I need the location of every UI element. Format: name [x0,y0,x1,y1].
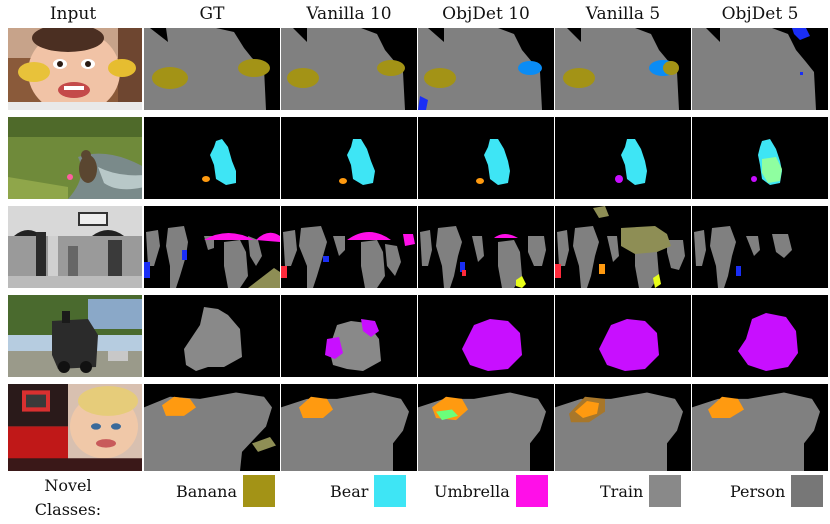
column-header-objdet-10: ObjDet 10 [442,4,530,24]
legend-title: Novel Classes: [8,474,128,522]
objdet10-mask-row-2 [418,117,554,199]
input-image-row-3 [8,206,142,288]
input-image-row-5 [8,384,142,471]
legend-title-line-1: Novel [44,476,92,495]
bear-by-stream-photo [8,117,142,199]
legend-item-person: Person [730,475,824,507]
legend-swatch-person [791,475,824,507]
street-umbrellas-bw-photo [8,206,142,288]
legend-swatch-banana [242,475,275,507]
gt-mask-row-3 [144,206,280,288]
objdet5-mask-row-3 [692,206,828,288]
input-image-row-1 [8,28,142,110]
vanilla5-mask-row-2 [555,117,691,199]
vanilla5-mask-row-4 [555,295,691,377]
person-face-photo [8,384,142,471]
legend-item-umbrella: Umbrella [434,475,548,507]
vanilla10-mask-row-3 [281,206,417,288]
input-image-row-4 [8,295,142,377]
column-header-objdet-5: ObjDet 5 [721,4,799,24]
child-with-bananas-photo [8,28,142,110]
gt-mask-row-1 [144,28,280,110]
objdet10-mask-row-1 [418,28,554,110]
legend-item-banana: Banana [176,475,275,507]
column-header-vanilla-10: Vanilla 10 [306,4,392,24]
legend-swatch-umbrella [515,475,548,507]
vanilla5-mask-row-1 [555,28,691,110]
gt-mask-row-2 [144,117,280,199]
input-image-row-2 [8,117,142,199]
legend-item-bear: Bear [330,475,407,507]
column-header-vanilla-5: Vanilla 5 [585,4,661,24]
objdet10-mask-row-3 [418,206,554,288]
legend-item-train: Train [600,475,682,507]
gt-mask-row-4 [144,295,280,377]
vanilla10-mask-row-5 [281,384,417,471]
column-header-input: Input [49,4,97,24]
gt-mask-row-5 [144,384,280,471]
legend-label-bear: Bear [330,481,369,501]
legend-label-train: Train [600,481,644,501]
legend-title-line-2: Classes: [34,500,102,519]
column-header-gt: GT [199,4,225,24]
legend-swatch-bear [374,475,407,507]
objdet5-mask-row-5 [692,384,828,471]
vanilla5-mask-row-5 [555,384,691,471]
objdet5-mask-row-4 [692,295,828,377]
legend-label-banana: Banana [176,481,237,501]
objdet10-mask-row-5 [418,384,554,471]
objdet10-mask-row-4 [418,295,554,377]
legend-label-person: Person [730,481,786,501]
vanilla10-mask-row-2 [281,117,417,199]
vanilla5-mask-row-3 [555,206,691,288]
vanilla10-mask-row-1 [281,28,417,110]
steam-train-photo [8,295,142,377]
vanilla10-mask-row-4 [281,295,417,377]
objdet5-mask-row-2 [692,117,828,199]
objdet5-mask-row-1 [692,28,828,110]
legend-label-umbrella: Umbrella [434,481,510,501]
legend-swatch-train [649,475,682,507]
